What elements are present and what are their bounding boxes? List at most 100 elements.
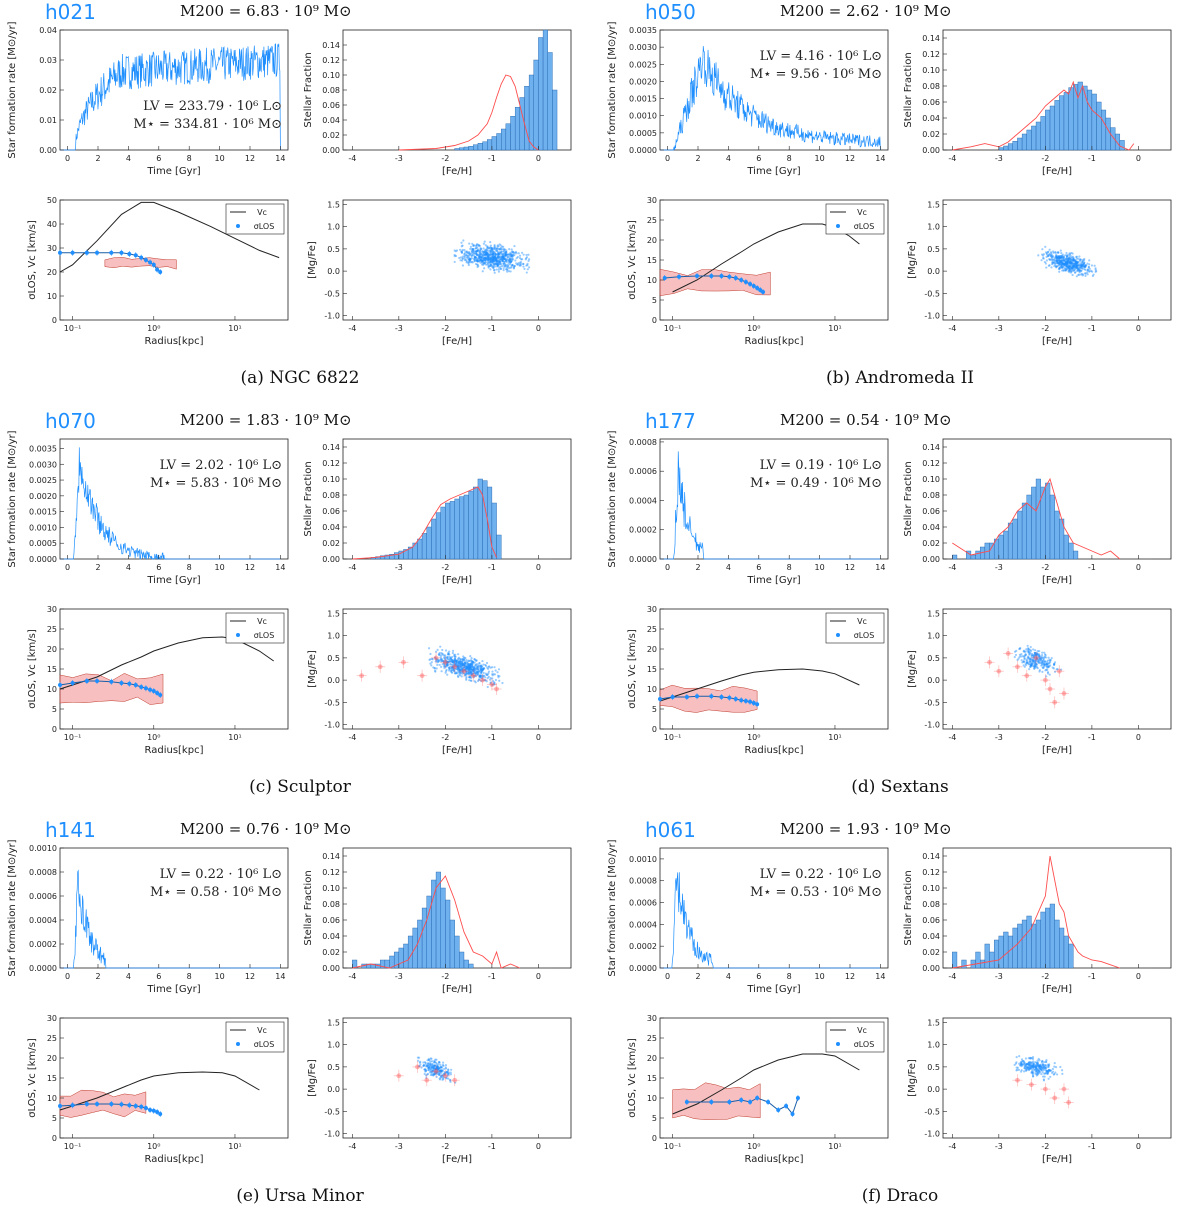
- sim-star-point: [475, 666, 479, 669]
- sim-star-point: [1037, 653, 1040, 656]
- x-axis-label: Radius[kpc]: [145, 336, 204, 347]
- x-tick-label: 0: [536, 1142, 541, 1151]
- sim-star-point: [480, 671, 483, 674]
- sim-star-point: [1022, 1059, 1025, 1063]
- sim-star-point: [441, 660, 444, 663]
- sim-star-point: [478, 251, 482, 254]
- sim-star-point: [459, 664, 462, 667]
- sim-star-point: [454, 659, 457, 662]
- x-tick-label: -3: [995, 324, 1003, 333]
- sim-star-point: [504, 258, 508, 261]
- sim-star-point: [460, 660, 463, 663]
- sim-star-point: [487, 257, 490, 260]
- sim-star-point: [457, 666, 460, 669]
- sim-star-point: [481, 659, 484, 663]
- sim-star-point: [444, 654, 447, 657]
- sim-star-point: [1061, 1072, 1064, 1075]
- x-tick-label: -2: [441, 154, 449, 163]
- sim-star-point: [454, 250, 457, 253]
- y-tick-label: 0.0005: [629, 129, 657, 138]
- sim-star-point: [1055, 260, 1059, 263]
- sim-star-point: [499, 261, 502, 264]
- sim-star-point: [1025, 664, 1028, 667]
- sim-star-point: [1047, 1069, 1050, 1072]
- sim-star-point: [509, 260, 513, 263]
- sim-star-point: [500, 253, 503, 256]
- sim-star-point: [487, 672, 490, 675]
- sim-star-point: [470, 254, 474, 257]
- sim-star-point: [418, 1061, 421, 1064]
- sim-star-point: [1051, 666, 1054, 669]
- sim-star-point: [497, 264, 500, 267]
- obs-star-point: [987, 659, 992, 665]
- sim-star-point: [1062, 255, 1065, 258]
- sim-star-point: [1028, 1062, 1031, 1065]
- sim-star-point: [1070, 266, 1073, 269]
- sim-star-point: [1034, 1064, 1037, 1067]
- sim-star-point: [435, 658, 438, 661]
- sim-star-point: [450, 665, 453, 669]
- sim-star-point: [484, 678, 487, 681]
- sim-star-point: [1049, 251, 1053, 254]
- sim-star-point: [436, 658, 439, 661]
- sim-star-point: [481, 677, 484, 680]
- sim-star-point: [1083, 265, 1086, 268]
- histogram-bar: [487, 139, 493, 151]
- sim-star-point: [1055, 668, 1058, 671]
- sim-star-point: [457, 675, 460, 679]
- sim-star-point: [1037, 661, 1040, 664]
- sigma-los-point: [755, 1096, 760, 1100]
- sim-star-point: [501, 259, 504, 262]
- sim-star-point: [1075, 265, 1078, 268]
- sim-star-point: [493, 268, 496, 272]
- sim-star-point: [501, 255, 504, 258]
- y-tick-label: 0.0: [927, 676, 940, 685]
- legend-sigma-swatch: [836, 224, 840, 228]
- sim-star-point: [503, 258, 507, 261]
- chart-chem: -1.0-0.50.00.51.01.5-4 -3 -2 -1 0[Fe/H][Mg/F…: [307, 608, 572, 756]
- sim-star-point: [1078, 271, 1081, 274]
- legend-sigma-label: σLOS: [254, 222, 275, 231]
- sim-star-point: [1073, 264, 1076, 267]
- sim-star-point: [1030, 1063, 1033, 1066]
- sim-star-point: [431, 1069, 434, 1073]
- sim-star-point: [460, 666, 464, 669]
- y-tick-label: 30: [647, 1014, 657, 1023]
- histogram-bar: [1012, 140, 1018, 151]
- sim-star-point: [448, 667, 451, 671]
- sim-star-point: [459, 662, 462, 666]
- sim-star-point: [1074, 260, 1077, 263]
- sim-star-point: [1034, 659, 1037, 662]
- sim-star-point: [439, 1069, 442, 1073]
- y-tick-label: 1.5: [927, 1018, 940, 1027]
- observed-dispersion-band: [659, 268, 771, 297]
- sim-star-point: [426, 1064, 429, 1068]
- sim-star-point: [1030, 658, 1034, 661]
- sim-star-point: [1038, 660, 1041, 663]
- sim-star-point: [493, 254, 496, 257]
- y-tick-label: 15: [647, 1074, 657, 1083]
- histogram-bar: [491, 502, 497, 560]
- sim-star-point: [1071, 264, 1074, 267]
- sim-star-point: [1015, 1066, 1018, 1069]
- sim-star-point: [506, 254, 509, 257]
- sim-star-point: [485, 257, 488, 260]
- sim-star-point: [1042, 1079, 1046, 1082]
- sim-star-point: [450, 666, 453, 670]
- sim-star-point: [1080, 273, 1083, 276]
- sim-star-point: [453, 653, 456, 656]
- sim-star-point: [434, 657, 437, 660]
- sim-star-point: [1078, 255, 1081, 258]
- legend-sigma-swatch: [236, 633, 240, 637]
- sim-star-point: [499, 252, 502, 255]
- sim-star-point: [473, 260, 476, 263]
- sim-star-point: [1091, 270, 1094, 273]
- sim-star-point: [449, 1080, 452, 1083]
- sim-star-point: [489, 263, 492, 266]
- sim-star-point: [480, 263, 484, 266]
- sim-star-point: [498, 261, 501, 264]
- y-tick-label: 30: [47, 605, 57, 614]
- sim-star-point: [1074, 262, 1078, 265]
